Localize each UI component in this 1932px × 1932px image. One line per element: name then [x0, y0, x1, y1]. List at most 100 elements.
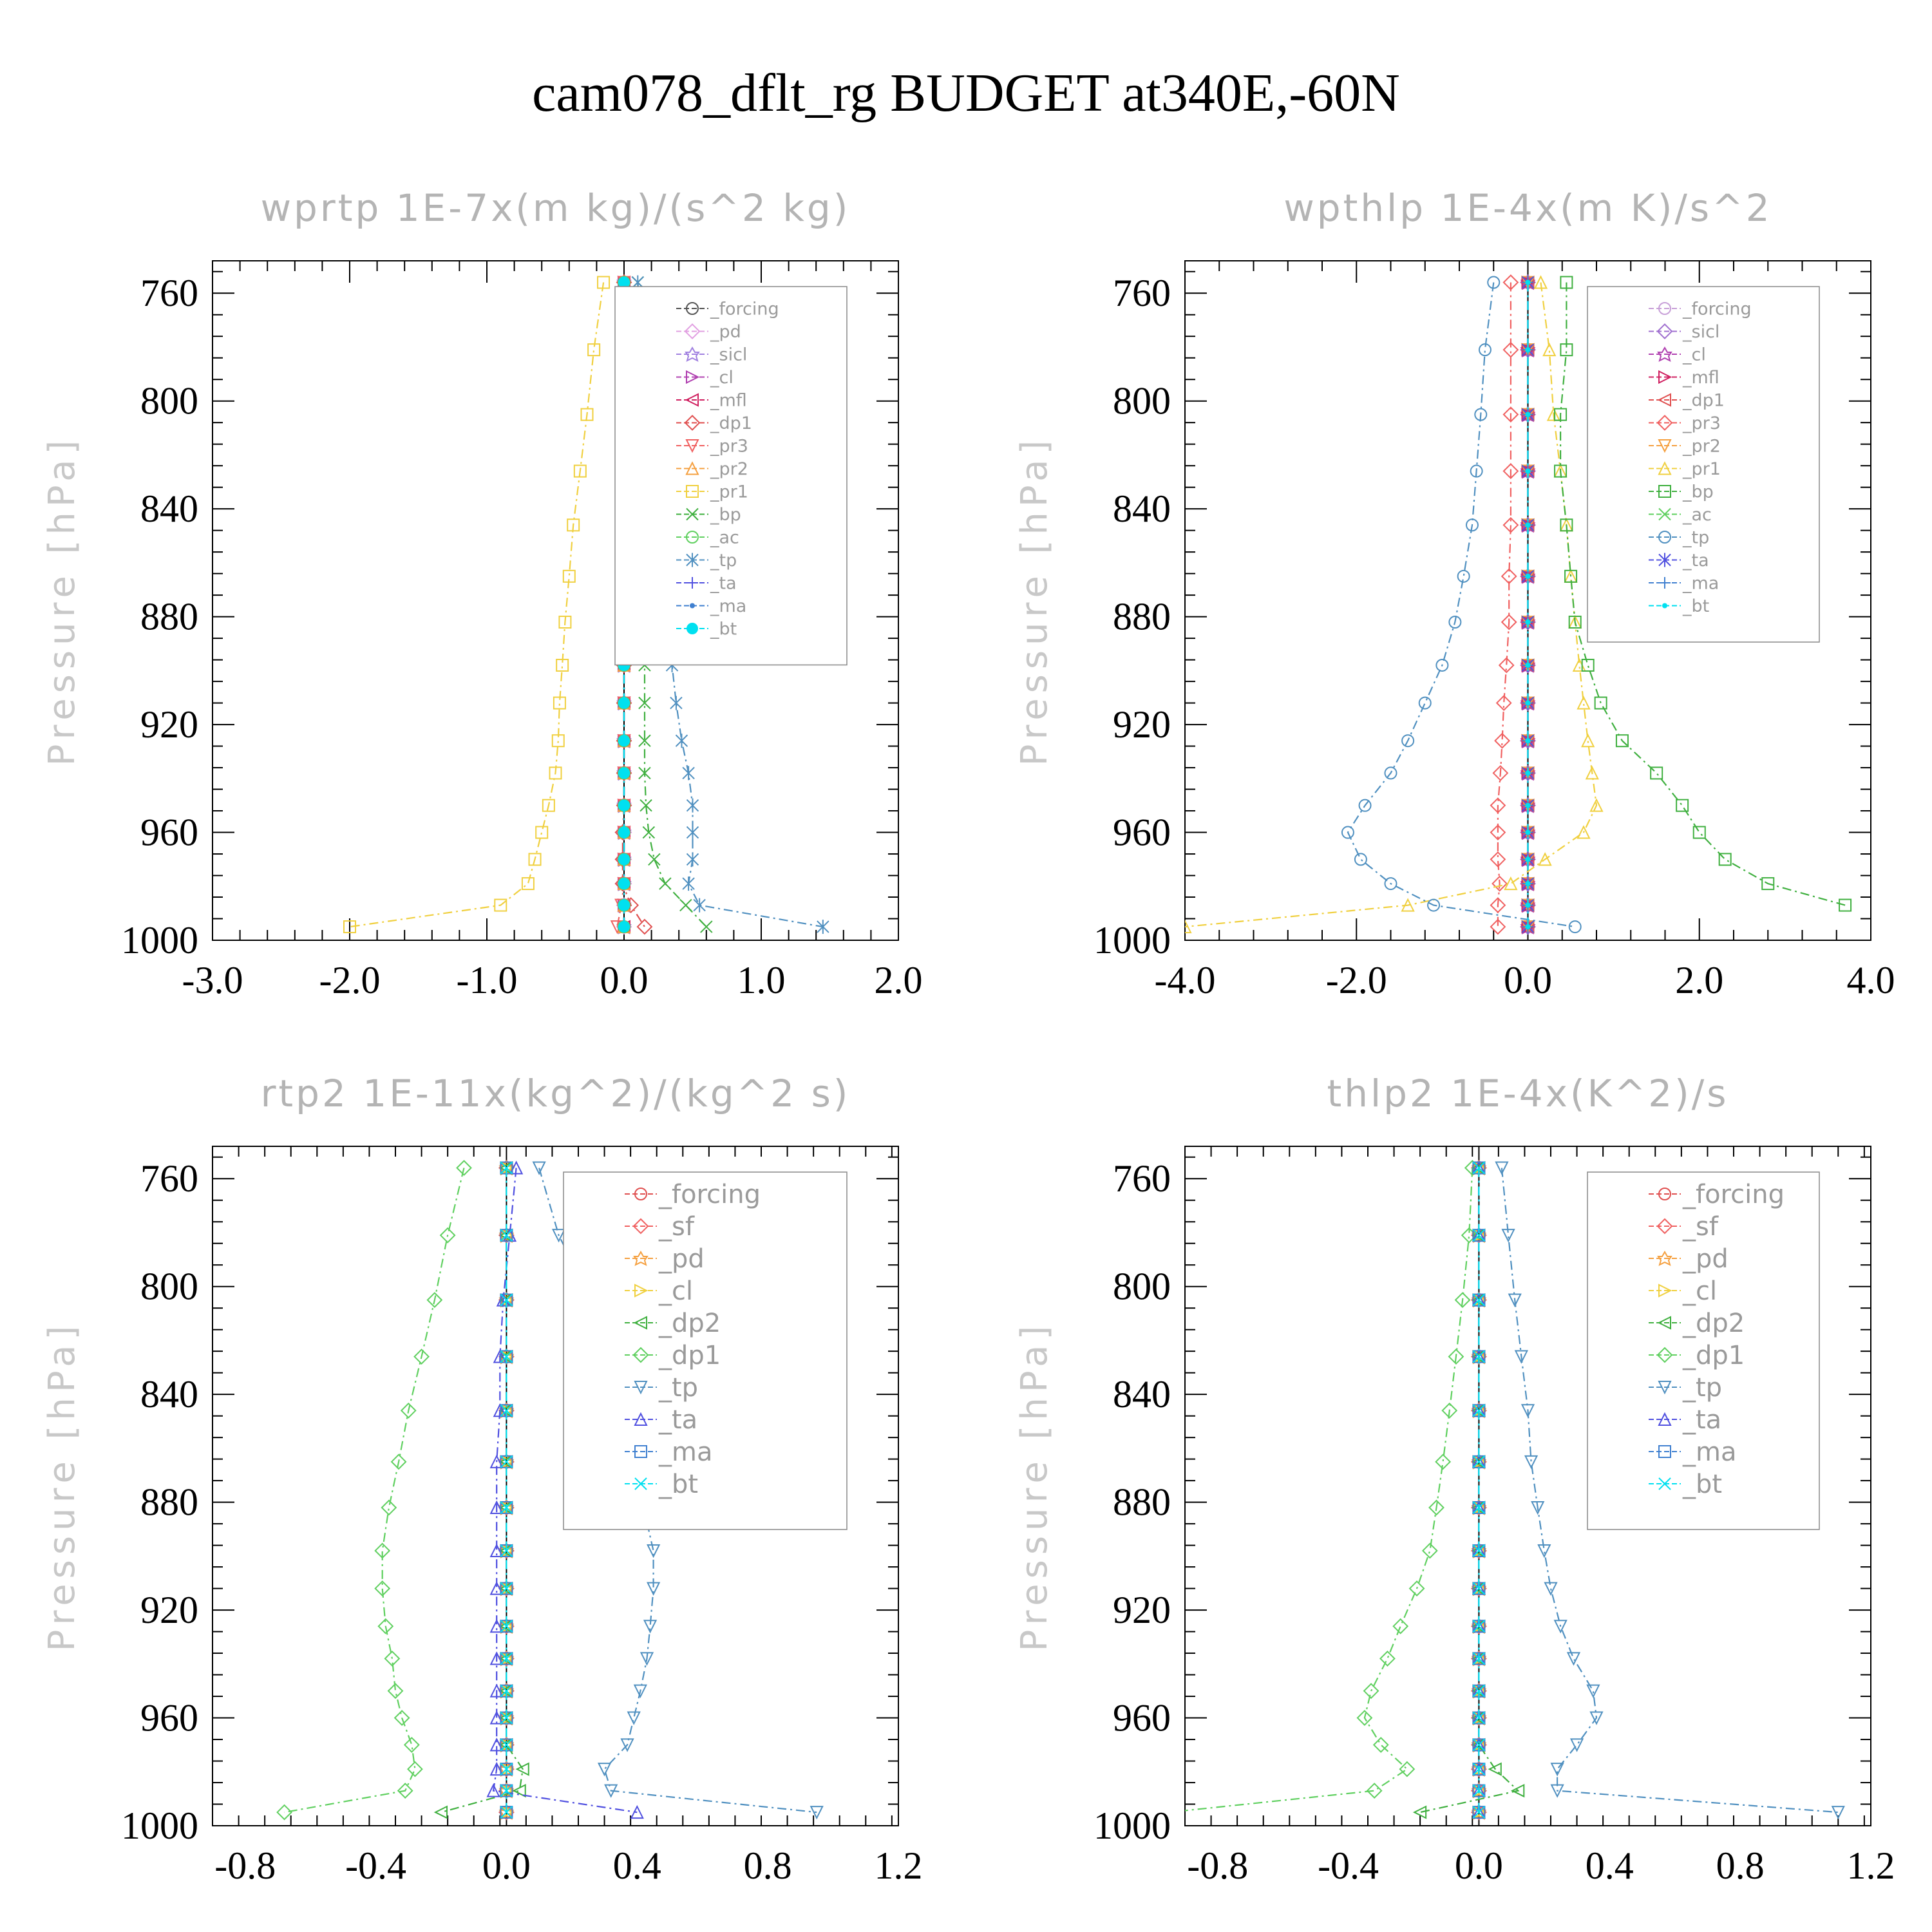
series-tp-point [670, 696, 683, 710]
series-dp1-point [393, 1710, 410, 1726]
legend-entry: _cl [710, 368, 734, 388]
series-bt-point [1525, 700, 1531, 706]
series-dp1-point [1379, 1651, 1396, 1667]
series-pr3-point [1490, 824, 1506, 840]
legend-marker [1658, 553, 1671, 567]
legend-entry: _dp1 [710, 413, 752, 433]
series-tp-point [686, 825, 699, 840]
series-group [1185, 274, 1852, 935]
series-pr1-line [1185, 282, 1598, 928]
series-dp1-point [1372, 1736, 1389, 1753]
series-bt-point [1472, 1763, 1486, 1776]
series-dp1-point [374, 1580, 391, 1597]
legend-entry: _tp [658, 1373, 698, 1403]
series-tp-point [551, 1229, 566, 1243]
series-bt-point [1472, 1711, 1486, 1725]
series-bt-point [500, 1763, 513, 1776]
series-bt-point [1472, 1738, 1486, 1752]
series-pr1-point [597, 276, 611, 289]
legend-entry: _bt [658, 1470, 698, 1499]
x-tick-label: -0.8 [1187, 1844, 1248, 1887]
plot-frame [1184, 1146, 1871, 1826]
series-bt-point [500, 1684, 513, 1698]
series-tp-point [1508, 1293, 1522, 1307]
series-bt-point [1525, 347, 1531, 353]
series-bp-point [638, 766, 651, 780]
legend-marker [684, 323, 701, 339]
series-ta-point [489, 1500, 504, 1514]
y-tick-label: 1000 [1094, 1804, 1171, 1847]
series-tp-point [693, 898, 706, 913]
series-dp1-point [1399, 1761, 1416, 1777]
series-bp-point [1761, 877, 1775, 891]
x-tick-label: 0.8 [744, 1844, 792, 1887]
x-tick-label: -3.0 [182, 959, 243, 1001]
series-bt-point [618, 276, 630, 289]
y-tick-label: 840 [1113, 488, 1171, 530]
legend-entry: _ma [1682, 573, 1719, 593]
series-bt-point [1472, 1161, 1486, 1175]
series-pr1-point [535, 826, 549, 839]
series-tp-line [1347, 282, 1575, 928]
series-tp-point [1550, 1763, 1564, 1777]
series-tp-point [1470, 464, 1483, 478]
legend-marker [1656, 1218, 1673, 1235]
series-bt-point [618, 697, 630, 709]
series-pr3-point [1501, 568, 1517, 585]
series-pr3-point [1490, 918, 1506, 935]
series-bt-point [1472, 1293, 1486, 1307]
series-ta-point [489, 1683, 504, 1698]
plot-frame [212, 1146, 899, 1826]
series-tp-point [1457, 569, 1470, 583]
legend-entry: _forcing [658, 1180, 761, 1209]
series-bt-point [1525, 924, 1531, 930]
y-tick-label: 760 [1113, 272, 1171, 314]
legend-marker [1658, 1477, 1671, 1490]
legend-marker [634, 1412, 648, 1426]
series-bt-point [1472, 1455, 1486, 1468]
legend-entry: _ta [1682, 551, 1709, 571]
series-pr1-point [1185, 919, 1192, 934]
series-pr3-point [1495, 695, 1512, 712]
series-dp1-point [1441, 1402, 1458, 1419]
figure-title: cam078_dflt_rg BUDGET at340E,-60N [532, 63, 1400, 123]
series-pr1-point [1538, 852, 1552, 866]
series-dp1-point [276, 1804, 292, 1821]
series-bt-point [500, 1161, 513, 1175]
series-tp-point [1354, 853, 1367, 866]
series-tp-point [675, 734, 688, 748]
legend-marker [634, 1477, 647, 1490]
series-pr1-point [587, 343, 601, 357]
series-dp2-point [433, 1805, 448, 1819]
legend-entry: _bt [1682, 1470, 1722, 1499]
series-bp-point [1650, 766, 1663, 780]
series-dp1-point [387, 1683, 404, 1700]
series-ma-point [500, 1763, 513, 1776]
series-bp-point [1615, 734, 1629, 748]
series-tp-point [1465, 518, 1479, 532]
series-tp-point [1520, 1404, 1535, 1418]
series-tp-point [1566, 1652, 1581, 1666]
series-pr3-point [1502, 406, 1519, 423]
series-ta-point [489, 1710, 504, 1725]
series-ma-point [1472, 1652, 1486, 1665]
legend-entry: _dp2 [1682, 1309, 1745, 1338]
legend-marker [1657, 346, 1672, 362]
legend-marker [687, 623, 698, 634]
series-tp-point [532, 1161, 546, 1175]
series-dp1-point [439, 1227, 456, 1244]
series-bt-point [1525, 573, 1531, 579]
legend-entry: _ma [710, 596, 746, 616]
series-bp-point [1839, 898, 1852, 912]
legend-entry: _sicl [710, 345, 747, 365]
series-dp1-point [1428, 1499, 1444, 1516]
series-bt-point [500, 1455, 513, 1468]
series-dp1-point [456, 1160, 472, 1176]
series-dp1-point [1461, 1227, 1477, 1244]
legend-entry: _cl [1682, 345, 1706, 365]
series-tp-point [627, 1711, 641, 1725]
legend-entry: _dp2 [658, 1309, 721, 1338]
y-tick-label: 840 [1113, 1373, 1171, 1416]
series-pr1-point [494, 898, 507, 912]
